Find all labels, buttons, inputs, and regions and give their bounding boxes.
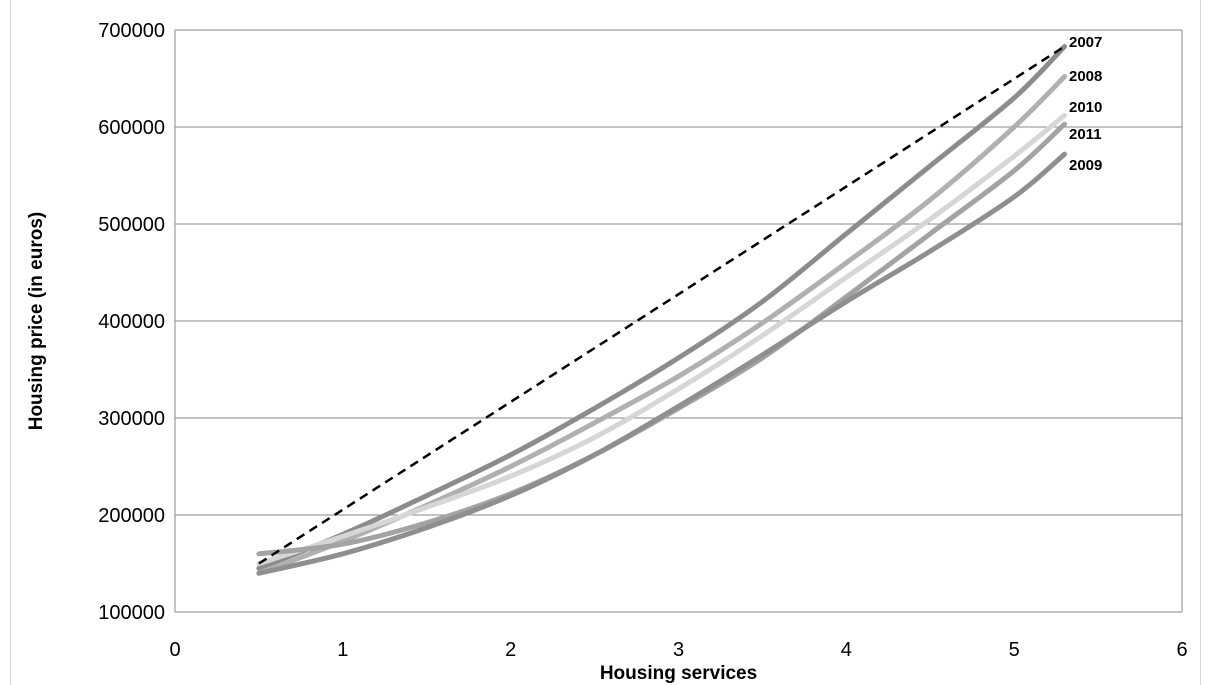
y-tick-label: 700000: [98, 20, 165, 42]
series-label-2007: 2007: [1069, 34, 1102, 51]
series-label-2008: 2008: [1069, 68, 1102, 85]
x-tick-label: 0: [169, 639, 180, 661]
x-tick-label: 6: [1176, 639, 1187, 661]
series-label-2010: 2010: [1069, 99, 1102, 116]
x-tick-label: 4: [841, 639, 852, 661]
x-tick-label: 2: [505, 639, 516, 661]
series-lines: [256, 43, 1068, 576]
y-tick-label: 600000: [98, 117, 165, 139]
series-line-2010: [256, 112, 1068, 566]
y-tick-label: 500000: [98, 214, 165, 236]
series-line-2009: [256, 151, 1068, 576]
axes: 100000 200000 300000 400000 500000 600000 7000…: [98, 20, 1187, 661]
series-line-2007: [256, 43, 1068, 571]
y-tick-label: 100000: [98, 602, 165, 624]
series-label-2009: 2009: [1069, 157, 1102, 174]
series-labels: 2007 2008 2010 2011 2009: [1069, 34, 1102, 174]
series-label-2011: 2011: [1069, 126, 1102, 143]
y-tick-label: 400000: [98, 311, 165, 333]
y-axis-title: Housing price (in euros): [26, 212, 47, 431]
x-tick-label: 1: [337, 639, 348, 661]
series-line-dashed: [258, 45, 1066, 565]
y-tick-label: 300000: [98, 408, 165, 430]
y-tick-label: 200000: [98, 505, 165, 527]
x-axis-title: Housing services: [600, 663, 757, 684]
x-tick-label: 3: [673, 639, 684, 661]
x-tick-label: 5: [1009, 639, 1020, 661]
outer-border: [10, 0, 1201, 685]
